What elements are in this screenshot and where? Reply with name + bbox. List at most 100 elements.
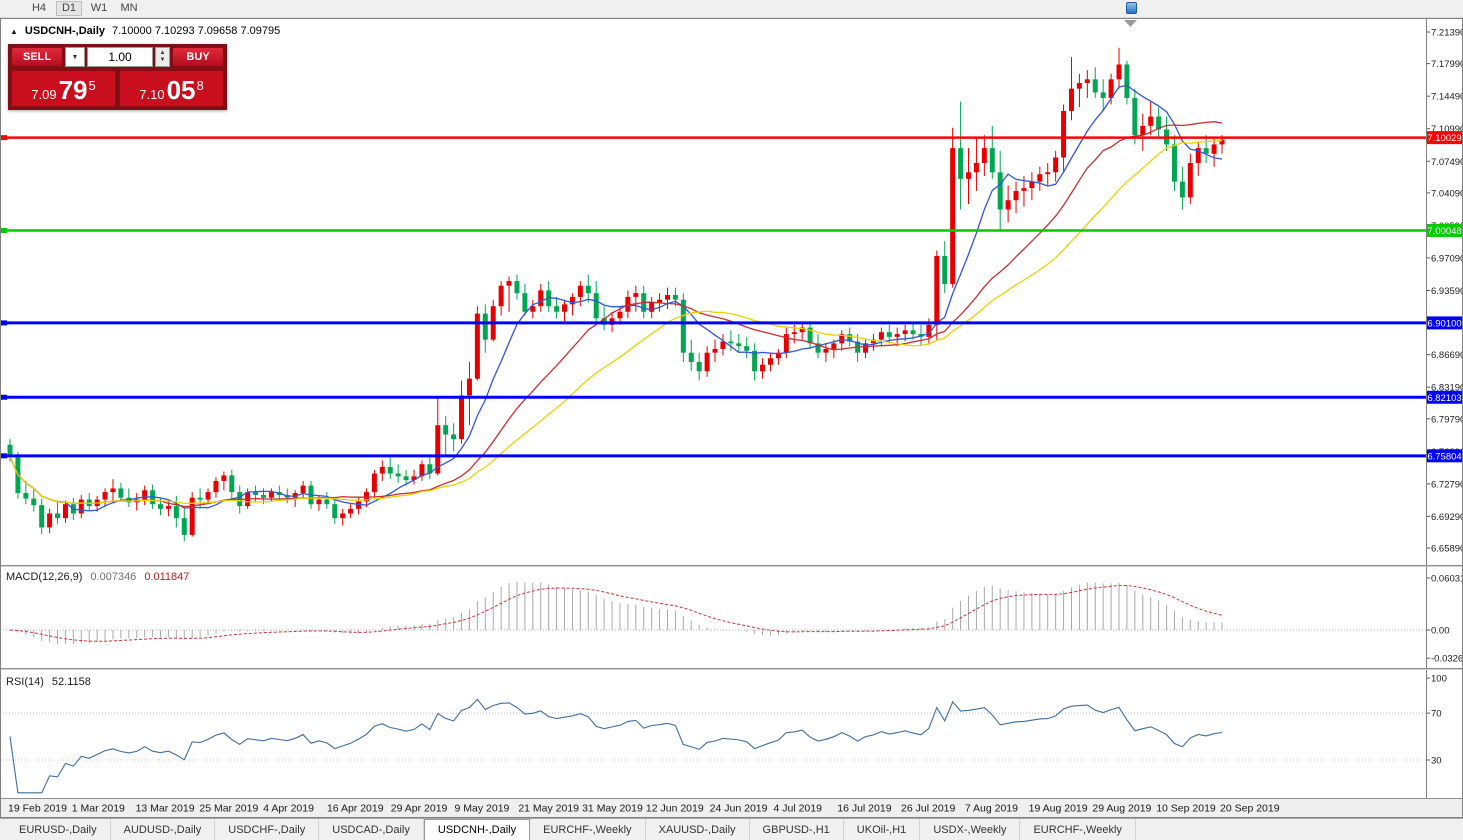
sell-price-prefix: 7.09 bbox=[31, 87, 57, 102]
svg-text:29 Apr 2019: 29 Apr 2019 bbox=[391, 803, 448, 815]
svg-text:6.90100: 6.90100 bbox=[1427, 318, 1461, 329]
ma-slow-line bbox=[9, 140, 1223, 505]
svg-text:7.07490: 7.07490 bbox=[1431, 157, 1463, 168]
tab-usdx-weekly[interactable]: USDX-,Weekly bbox=[920, 819, 1021, 840]
sell-button[interactable]: SELL bbox=[11, 47, 63, 67]
timeframe-button-w1[interactable]: W1 bbox=[86, 1, 112, 16]
buy-price-sup: 8 bbox=[196, 78, 204, 93]
sell-price-display[interactable]: 7.09 79 5 bbox=[11, 70, 116, 107]
svg-text:30: 30 bbox=[1431, 755, 1442, 766]
svg-text:0.060317: 0.060317 bbox=[1431, 574, 1463, 585]
svg-text:19 Feb 2019: 19 Feb 2019 bbox=[8, 803, 67, 815]
sell-price-big: 79 bbox=[58, 75, 88, 105]
svg-text:19 Aug 2019: 19 Aug 2019 bbox=[1029, 803, 1088, 815]
chart-ohlc-values: 7.10000 7.10293 7.09658 7.09795 bbox=[112, 25, 281, 37]
svg-text:25 Mar 2019: 25 Mar 2019 bbox=[199, 803, 258, 815]
svg-text:6.82103: 6.82103 bbox=[1427, 393, 1461, 404]
svg-text:100: 100 bbox=[1431, 674, 1447, 685]
lot-dropdown[interactable]: ▼ bbox=[65, 47, 85, 67]
increment-arrow-icon[interactable]: ▲ bbox=[159, 50, 166, 56]
tab-usdcnh-daily[interactable]: USDCNH-,Daily bbox=[423, 819, 531, 840]
buy-button[interactable]: BUY bbox=[172, 47, 224, 67]
rsi-name: RSI(14) bbox=[6, 676, 44, 688]
svg-text:29 Aug 2019: 29 Aug 2019 bbox=[1092, 803, 1151, 815]
svg-text:10 Sep 2019: 10 Sep 2019 bbox=[1156, 803, 1216, 815]
buy-price-prefix: 7.10 bbox=[139, 87, 165, 102]
timeframe-button-mn[interactable]: MN bbox=[116, 1, 142, 16]
macd-main-value: 0.007346 bbox=[90, 571, 137, 583]
svg-text:16 Apr 2019: 16 Apr 2019 bbox=[327, 803, 384, 815]
svg-text:21 May 2019: 21 May 2019 bbox=[518, 803, 579, 815]
svg-text:6.69290: 6.69290 bbox=[1431, 512, 1463, 523]
macd-signal-value: 0.011847 bbox=[144, 571, 190, 583]
svg-text:6.83190: 6.83190 bbox=[1431, 383, 1463, 394]
panel-separators[interactable] bbox=[0, 565, 1463, 670]
candlesticks bbox=[7, 47, 1225, 542]
tab-eurchf-weekly[interactable]: EURCHF-,Weekly bbox=[530, 819, 646, 840]
chart-title: ▲ USDCNH-,Daily 7.10000 7.10293 7.09658 … bbox=[10, 25, 280, 37]
macd-axis[interactable]: 0.060317 0.00 -0.032648 bbox=[1427, 574, 1463, 665]
svg-text:7 Aug 2019: 7 Aug 2019 bbox=[965, 803, 1018, 815]
one-click-trading-panel: SELL ▼ 1.00 ▲ ▼ BUY 7.09 79 5 7.10 05 bbox=[8, 44, 227, 110]
trade-panel-controls: SELL ▼ 1.00 ▲ ▼ BUY bbox=[11, 47, 224, 67]
svg-text:6.79790: 6.79790 bbox=[1431, 414, 1463, 425]
timeframe-toolbar: H4 D1 W1 MN bbox=[0, 0, 1463, 18]
price-axis-badges: 7.10029 7.00048 6.90100 6.82103 6.75804 bbox=[1427, 131, 1462, 463]
date-axis[interactable]: 19 Feb 2019 1 Mar 2019 13 Mar 2019 25 Mar 2… bbox=[8, 803, 1280, 815]
rsi-axis[interactable]: 100 70 30 bbox=[1427, 674, 1447, 767]
buy-price-display[interactable]: 7.10 05 8 bbox=[119, 70, 224, 107]
svg-text:20 Sep 2019: 20 Sep 2019 bbox=[1220, 803, 1280, 815]
svg-text:12 Jun 2019: 12 Jun 2019 bbox=[646, 803, 704, 815]
lot-size-input[interactable]: 1.00 bbox=[87, 47, 153, 67]
svg-text:6.97090: 6.97090 bbox=[1431, 253, 1463, 264]
collapse-arrow-icon[interactable]: ▲ bbox=[10, 26, 18, 36]
trade-panel-prices: 7.09 79 5 7.10 05 8 bbox=[11, 70, 224, 107]
tab-eurchf-weekly[interactable]: EURCHF-,Weekly bbox=[1020, 819, 1136, 840]
rsi-label: RSI(14) 52.1158 bbox=[6, 676, 91, 688]
macd-label: MACD(12,26,9) 0.007346 0.011847 bbox=[6, 571, 189, 583]
svg-text:4 Apr 2019: 4 Apr 2019 bbox=[263, 803, 314, 815]
svg-text:7.14490: 7.14490 bbox=[1431, 92, 1463, 103]
timeframe-button-h4[interactable]: H4 bbox=[26, 1, 52, 16]
svg-text:7.10990: 7.10990 bbox=[1431, 124, 1463, 135]
chart-background bbox=[0, 18, 1463, 818]
tab-usdchf-daily[interactable]: USDCHF-,Daily bbox=[215, 819, 320, 840]
svg-text:13 Mar 2019: 13 Mar 2019 bbox=[136, 803, 195, 815]
tab-xauusd-daily[interactable]: XAUUSD-,Daily bbox=[646, 819, 750, 840]
macd-panel bbox=[0, 581, 1426, 645]
lot-stepper[interactable]: ▲ ▼ bbox=[155, 47, 170, 67]
svg-text:26 Jul 2019: 26 Jul 2019 bbox=[901, 803, 955, 815]
svg-text:7.10029: 7.10029 bbox=[1427, 133, 1461, 144]
svg-text:-0.032648: -0.032648 bbox=[1431, 654, 1463, 665]
price-chart-canvas[interactable]: 7.21390 7.17990 7.14490 7.10990 7.07490 7.040… bbox=[0, 18, 1463, 818]
svg-text:6.86690: 6.86690 bbox=[1431, 350, 1463, 361]
tab-gbpusd-h1[interactable]: GBPUSD-,H1 bbox=[750, 819, 844, 840]
svg-text:1 Mar 2019: 1 Mar 2019 bbox=[72, 803, 125, 815]
svg-text:9 May 2019: 9 May 2019 bbox=[455, 803, 510, 815]
chart-symbol-label: USDCNH-,Daily bbox=[24, 25, 105, 37]
svg-text:24 Jun 2019: 24 Jun 2019 bbox=[710, 803, 768, 815]
tab-eurusd-daily[interactable]: EURUSD-,Daily bbox=[6, 819, 111, 840]
chart-area[interactable]: 7.21390 7.17990 7.14490 7.10990 7.07490 7.040… bbox=[0, 18, 1463, 818]
tab-audusd-daily[interactable]: AUDUSD-,Daily bbox=[111, 819, 216, 840]
toolbar-indicator-icon[interactable] bbox=[1126, 2, 1137, 14]
horizontal-level-lines bbox=[0, 135, 1426, 459]
decrement-arrow-icon[interactable]: ▼ bbox=[159, 57, 166, 63]
timeframe-button-d1[interactable]: D1 bbox=[56, 1, 82, 16]
svg-text:7.00048: 7.00048 bbox=[1427, 226, 1461, 237]
tab-usdcad-daily[interactable]: USDCAD-,Daily bbox=[319, 819, 424, 840]
svg-text:7.04090: 7.04090 bbox=[1431, 188, 1463, 199]
svg-text:6.72790: 6.72790 bbox=[1431, 479, 1463, 490]
chevron-down-icon: ▼ bbox=[71, 53, 79, 61]
svg-text:6.93590: 6.93590 bbox=[1431, 286, 1463, 297]
svg-text:0.00: 0.00 bbox=[1431, 626, 1450, 637]
ma-fast-line bbox=[9, 84, 1223, 512]
tab-ukoil-h1[interactable]: UKOil-,H1 bbox=[844, 819, 921, 840]
chart-shift-marker bbox=[1124, 20, 1137, 27]
svg-text:6.75804: 6.75804 bbox=[1427, 451, 1461, 462]
svg-text:4 Jul 2019: 4 Jul 2019 bbox=[773, 803, 822, 815]
sell-price-sup: 5 bbox=[88, 78, 96, 93]
svg-text:7.17990: 7.17990 bbox=[1431, 59, 1463, 70]
svg-text:7.21390: 7.21390 bbox=[1431, 28, 1463, 39]
